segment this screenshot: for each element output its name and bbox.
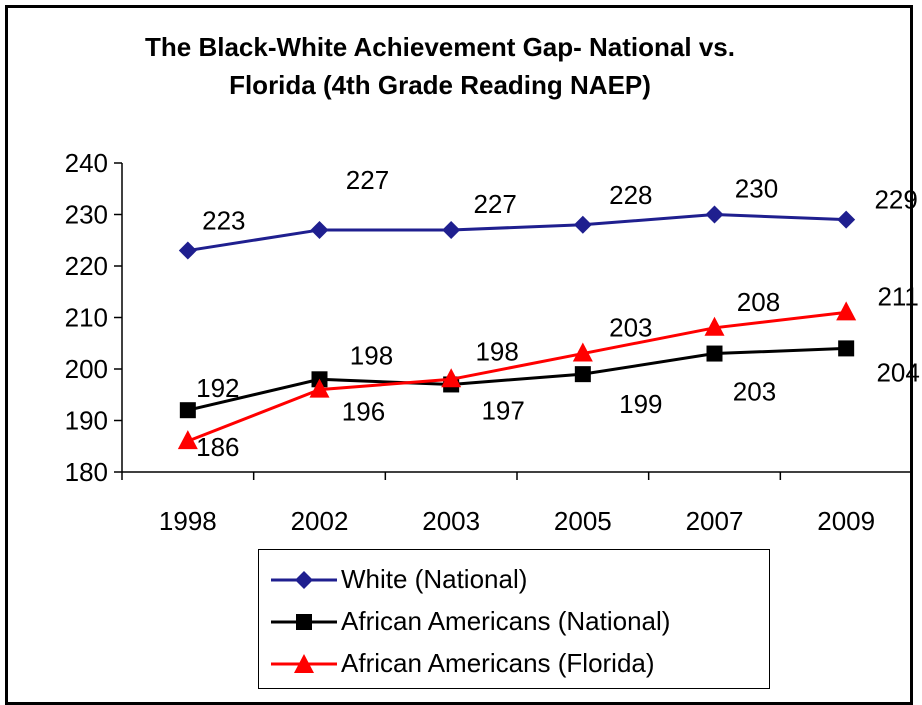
data-label: 211 — [877, 281, 918, 311]
data-point-square — [706, 345, 723, 362]
chart-title-line-1: The Black-White Achievement Gap- Nationa… — [145, 32, 735, 62]
data-label: 204 — [876, 357, 919, 387]
x-tick-label: 2002 — [291, 506, 349, 536]
y-tick-label: 240 — [65, 148, 108, 178]
data-point-triangle — [572, 342, 593, 362]
data-label: 229 — [874, 185, 917, 215]
data-point-triangle — [836, 301, 857, 321]
x-tick-label: 1998 — [159, 506, 217, 536]
data-point-diamond — [573, 215, 592, 234]
data-label: 203 — [733, 377, 776, 407]
y-tick-label: 200 — [65, 354, 108, 384]
legend: White (National) African Americans (Nati… — [258, 549, 770, 689]
legend-label-african-americans-florida: African Americans (Florida) — [341, 648, 655, 678]
y-tick-label: 230 — [65, 200, 108, 230]
data-label: 227 — [473, 189, 516, 219]
data-point-square — [574, 366, 591, 383]
data-label: 223 — [202, 206, 245, 236]
data-point-square — [838, 340, 855, 357]
data-point-diamond — [837, 210, 856, 229]
data-label: 203 — [609, 313, 652, 343]
data-label: 230 — [735, 174, 778, 204]
legend-swatch-triangle-icon — [271, 654, 337, 673]
x-tick-label: 2007 — [686, 506, 744, 536]
data-label: 198 — [350, 340, 393, 370]
x-tick-label: 2005 — [554, 506, 612, 536]
data-point-diamond — [178, 241, 197, 260]
series-line — [187, 212, 847, 253]
data-label: 198 — [475, 336, 518, 366]
data-label: 199 — [619, 389, 662, 419]
series-line — [187, 310, 847, 443]
data-label: 192 — [196, 373, 239, 403]
data-label: 196 — [342, 397, 385, 427]
y-tick-label: 220 — [65, 251, 108, 281]
legend-item-white-national: White (National) — [259, 560, 769, 600]
data-point-diamond — [442, 220, 461, 239]
data-point-triangle — [704, 316, 725, 336]
chart-title: The Black-White Achievement Gap- Nationa… — [60, 28, 820, 104]
series-line — [187, 346, 847, 412]
data-point-square — [179, 402, 196, 419]
x-tick-label: 2003 — [422, 506, 480, 536]
data-point-triangle — [441, 368, 462, 388]
legend-swatch-diamond-icon — [271, 571, 337, 589]
line-chart: 180 190 200 210 220 230 240 1998 2002 2003 2005 200… — [65, 148, 920, 536]
data-point-diamond — [310, 220, 329, 239]
data-label: 197 — [481, 395, 524, 425]
chart-title-line-2: Florida (4th Grade Reading NAEP) — [229, 70, 651, 100]
legend-item-african-americans-national: African Americans (National) — [259, 602, 769, 642]
x-tick-label: 2009 — [817, 506, 875, 536]
data-point-diamond — [705, 205, 724, 224]
data-point-triangle — [177, 430, 198, 450]
y-tick-label: 180 — [65, 457, 108, 487]
y-tick-label: 210 — [65, 303, 108, 333]
data-label: 228 — [609, 180, 652, 210]
legend-label-white-national: White (National) — [341, 564, 528, 594]
legend-item-african-americans-florida: African Americans (Florida) — [259, 644, 769, 684]
legend-swatch-square-icon — [271, 614, 337, 630]
legend-label-african-americans-national: African Americans (National) — [341, 606, 671, 636]
y-tick-label: 190 — [65, 406, 108, 436]
data-point-triangle — [309, 378, 330, 398]
data-label: 208 — [737, 287, 780, 317]
data-label: 186 — [196, 432, 239, 462]
data-label: 227 — [346, 165, 389, 195]
